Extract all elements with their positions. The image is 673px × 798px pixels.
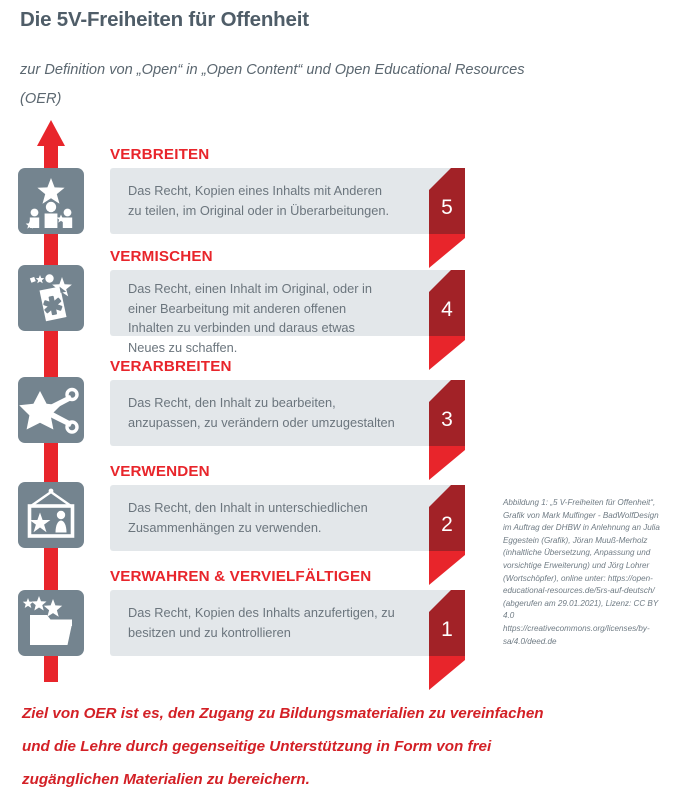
ribbon-tail-1 [429, 656, 465, 690]
freedom-description-3: Das Recht, den Inhalt zu bearbeiten, anz… [128, 395, 395, 430]
ribbon-body-2: 2 [429, 485, 465, 551]
freedom-description-4: Das Recht, einen Inhalt im Original, ode… [128, 281, 372, 355]
tag-with-sparkles-icon [18, 265, 84, 331]
scissors-cutting-star-icon [18, 377, 84, 443]
freedom-description-2: Das Recht, den Inhalt in unterschiedlich… [128, 500, 368, 535]
freedom-callout-2: Das Recht, den Inhalt in unterschiedlich… [110, 485, 465, 551]
freedom-number-1: 1 [441, 618, 453, 641]
footer-statement: Ziel von OER ist es, den Zugang zu Bildu… [22, 705, 544, 788]
ribbon-tail-3 [429, 446, 465, 480]
ribbon-body-1: 1 [429, 590, 465, 656]
freedom-heading-1: VERWAHREN & VERVIELFÄLTIGEN [110, 568, 372, 585]
ribbon-body-3: 3 [429, 380, 465, 446]
arrow-head [37, 120, 65, 146]
freedom-number-5: 5 [441, 196, 453, 219]
people-with-stars-icon [18, 168, 84, 234]
freedom-description-5: Das Recht, Kopien eines Inhalts mit Ande… [128, 183, 390, 218]
page-subtitle: zur Definition von „Open“ in „Open Conte… [20, 62, 525, 107]
freedom-callout-4: Das Recht, einen Inhalt im Original, ode… [110, 270, 465, 355]
freedom-ribbon-3: 3 [429, 380, 465, 480]
freedom-ribbon-4: 4 [429, 270, 465, 370]
figure-caption: Abbildung 1: „5 V-Freiheiten für Offenhe… [503, 498, 660, 646]
freedom-heading-2: VERWENDEN [110, 463, 210, 480]
freedom-number-4: 4 [441, 298, 453, 321]
page-title: Die 5V-Freiheiten für Offenheit [20, 8, 309, 31]
freedom-callout-3: Das Recht, den Inhalt zu bearbeiten, anz… [110, 380, 465, 446]
hanging-picture-frame-icon [18, 482, 84, 548]
ribbon-tail-4 [429, 336, 465, 370]
freedom-ribbon-2: 2 [429, 485, 465, 585]
freedom-heading-5: VERBREITEN [110, 146, 210, 163]
freedom-number-2: 2 [441, 513, 453, 536]
ribbon-tail-2 [429, 551, 465, 585]
freedom-heading-4: VERMISCHEN [110, 248, 213, 265]
freedom-ribbon-5: 5 [429, 168, 465, 268]
freedom-description-1: Das Recht, Kopien des Inhalts anzufertig… [128, 605, 395, 640]
freedom-ribbon-1: 1 [429, 590, 465, 690]
folder-with-stars-icon [18, 590, 84, 656]
freedom-number-3: 3 [441, 408, 453, 431]
freedom-callout-1: Das Recht, Kopien des Inhalts anzufertig… [110, 590, 465, 656]
ribbon-body-4: 4 [429, 270, 465, 336]
ribbon-body-5: 5 [429, 168, 465, 234]
freedom-callout-5: Das Recht, Kopien eines Inhalts mit Ande… [110, 168, 465, 234]
ribbon-tail-5 [429, 234, 465, 268]
freedom-heading-3: VERARBREITEN [110, 358, 232, 375]
